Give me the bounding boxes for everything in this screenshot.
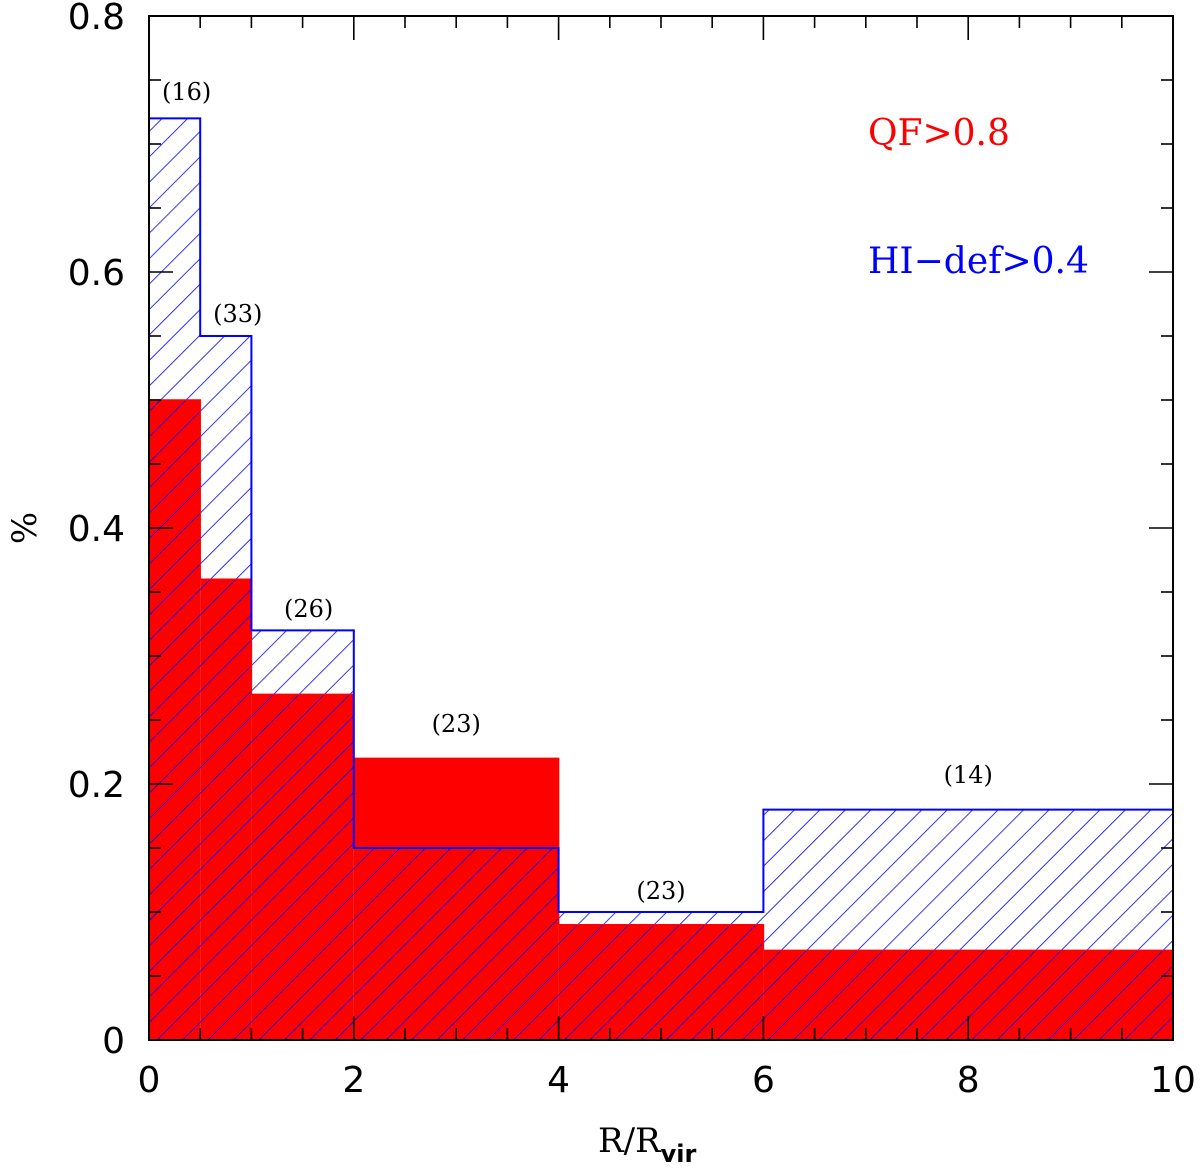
y-tick-label: 0 (102, 1021, 125, 1062)
x-tick-label: 8 (957, 1060, 980, 1101)
svg-text:R/Rvir: R/Rvir (598, 1121, 697, 1168)
hi-def-bar (353, 848, 559, 1040)
plot-frame (148, 15, 1174, 1041)
bin-count-label: (23) (432, 710, 481, 738)
x-axis-label-subscript: vir (661, 1140, 697, 1168)
bin-count-label: (16) (162, 78, 211, 106)
hi-def-bar (149, 118, 201, 1040)
y-tick-label: 0.6 (68, 253, 125, 294)
x-tick-label: 10 (1150, 1060, 1196, 1101)
hi-def-bar (763, 809, 1173, 1040)
bin-count-label: (33) (213, 300, 262, 328)
hi-def-bar (558, 912, 764, 1040)
x-tick-label: 0 (138, 1060, 161, 1101)
x-axis-title: R/Rvir (598, 1121, 697, 1168)
hi-def-bar (200, 336, 252, 1040)
bin-count-labels: (16) (33) (26) (23) (23) (14) (162, 78, 993, 905)
y-tick-label: 0.4 (68, 509, 125, 550)
x-axis-label: R/R (598, 1121, 662, 1161)
y-axis-label: % (5, 512, 45, 544)
hi-def-series-outline (148, 117, 1174, 1040)
hi-def-bar (251, 630, 354, 1040)
y-tick-labels: 0 0.2 0.4 0.6 0.8 (68, 0, 125, 1062)
legend-hi-def: HI−def>0.4 (868, 241, 1089, 282)
y-tick-label: 0.8 (68, 0, 125, 38)
x-tick-label: 2 (342, 1060, 365, 1101)
x-tick-label: 4 (547, 1060, 570, 1101)
y-tick-label: 0.2 (68, 765, 125, 806)
x-tick-label: 6 (752, 1060, 775, 1101)
bin-count-label: (14) (944, 761, 993, 789)
bin-count-label: (23) (636, 877, 685, 905)
bin-count-label: (26) (284, 595, 333, 623)
x-tick-labels: 0 2 4 6 8 10 (138, 1060, 1196, 1101)
legend-qf: QF>0.8 (868, 113, 1010, 154)
